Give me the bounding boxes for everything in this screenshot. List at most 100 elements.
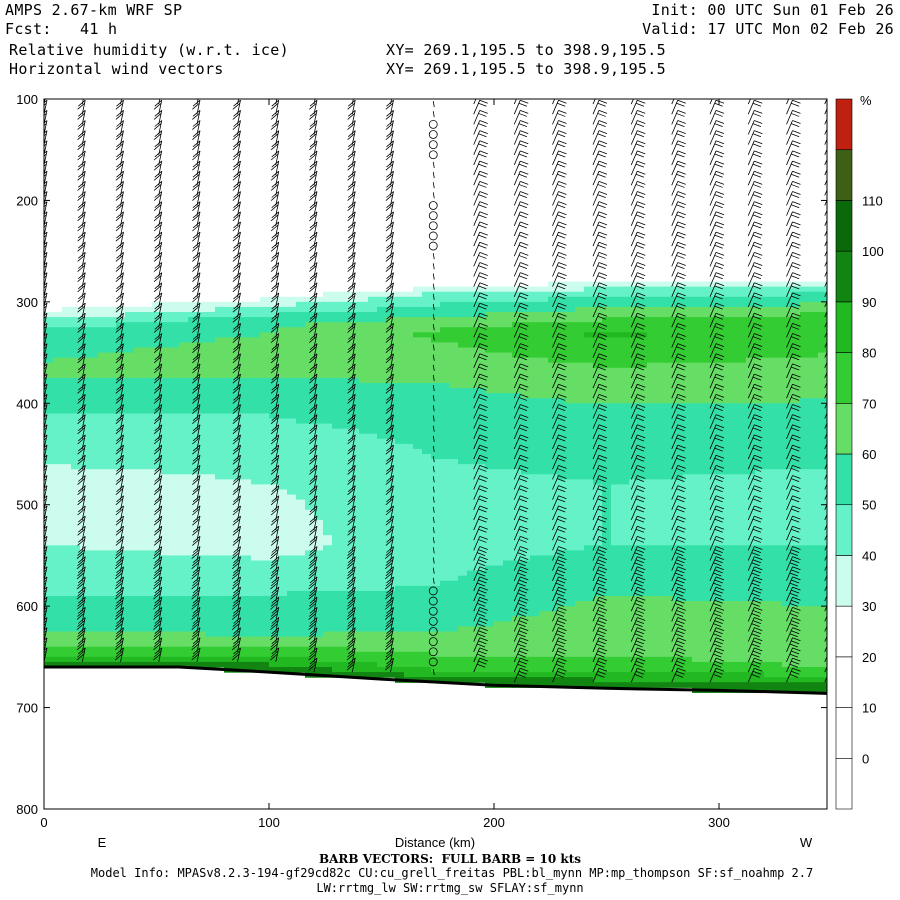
rh-cell	[206, 464, 216, 470]
rh-cell	[62, 494, 72, 501]
rh-cell	[197, 504, 207, 511]
rh-cell	[161, 661, 171, 668]
rh-cell	[521, 499, 531, 506]
rh-cell	[575, 459, 585, 465]
rh-cell	[584, 535, 594, 541]
rh-cell	[44, 621, 54, 628]
rh-cell	[341, 565, 351, 572]
rh-cell	[620, 636, 630, 643]
rh-cell	[314, 489, 324, 496]
rh-cell	[368, 362, 378, 369]
rh-cell	[107, 317, 117, 323]
rh-cell	[116, 428, 126, 435]
rh-cell	[485, 474, 495, 480]
rh-cell	[71, 433, 81, 440]
rh-cell	[341, 296, 351, 303]
rh-cell	[71, 545, 81, 551]
rh-cell	[368, 312, 378, 318]
rh-cell	[440, 413, 450, 420]
rh-cell	[188, 494, 198, 501]
rh-cell	[557, 550, 567, 557]
rh-cell	[62, 606, 72, 612]
rh-cell	[476, 504, 486, 511]
rh-cell	[539, 469, 549, 475]
rh-cell	[179, 616, 189, 622]
rh-cell	[584, 611, 594, 617]
rh-cell	[584, 530, 594, 536]
rh-cell	[422, 367, 432, 374]
rh-cell	[323, 616, 333, 622]
rh-cell	[305, 317, 315, 323]
rh-cell	[314, 459, 324, 465]
rh-cell	[134, 484, 144, 491]
rh-cell	[566, 312, 576, 318]
rh-cell	[413, 641, 423, 648]
rh-cell	[278, 555, 288, 562]
rh-cell	[269, 474, 279, 480]
rh-cell	[98, 393, 108, 399]
rh-cell	[44, 509, 54, 516]
rh-cell	[575, 479, 585, 486]
rh-cell	[233, 489, 243, 496]
rh-cell	[134, 388, 144, 394]
rh-cell	[413, 383, 423, 389]
rh-cell	[620, 372, 630, 379]
rh-cell	[116, 519, 126, 526]
rh-cell	[161, 413, 171, 420]
rh-cell	[404, 362, 414, 369]
rh-cell	[413, 362, 423, 369]
rh-cell	[215, 352, 225, 359]
rh-cell	[125, 347, 135, 354]
rh-cell	[611, 291, 621, 298]
rh-cell	[566, 509, 576, 516]
rh-cell	[476, 499, 486, 506]
rh-cell	[278, 565, 288, 572]
rh-cell	[98, 469, 108, 475]
rh-cell	[593, 306, 603, 313]
rh-cell	[494, 626, 504, 633]
rh-cell	[170, 372, 180, 379]
rh-cell	[539, 667, 549, 673]
rh-cell	[224, 656, 234, 663]
rh-cell	[188, 403, 198, 409]
rh-cell	[242, 525, 252, 531]
rh-cell	[53, 504, 63, 511]
rh-cell	[44, 428, 54, 435]
rh-cell	[422, 301, 432, 308]
rh-cell	[485, 626, 495, 633]
rh-cell	[422, 580, 432, 587]
rh-cell	[431, 585, 441, 592]
rh-cell	[44, 327, 54, 333]
rh-cell	[44, 393, 54, 399]
rh-cell	[143, 631, 153, 638]
rh-cell	[179, 443, 189, 450]
rh-cell	[485, 398, 495, 404]
rh-cell	[485, 484, 495, 491]
rh-cell	[44, 408, 54, 415]
rh-cell	[242, 504, 252, 511]
rh-cell	[593, 585, 603, 592]
rh-cell	[404, 550, 414, 557]
rh-cell	[521, 301, 531, 308]
rh-cell	[71, 377, 81, 384]
rh-cell	[314, 352, 324, 359]
rh-cell	[242, 352, 252, 359]
rh-cell	[332, 383, 342, 389]
rh-cell	[179, 560, 189, 567]
rh-cell	[404, 656, 414, 663]
rh-cell	[476, 367, 486, 374]
rh-cell	[620, 398, 630, 404]
rh-cell	[233, 418, 243, 425]
rh-cell	[512, 413, 522, 420]
rh-cell	[332, 651, 342, 658]
rh-cell	[206, 322, 216, 328]
rh-cell	[404, 585, 414, 592]
rh-cell	[161, 509, 171, 516]
rh-cell	[485, 667, 495, 673]
rh-cell	[431, 626, 441, 633]
rh-cell	[278, 327, 288, 333]
rh-cell	[377, 479, 387, 486]
rh-cell	[341, 393, 351, 399]
rh-cell	[323, 398, 333, 404]
rh-cell	[584, 519, 594, 526]
